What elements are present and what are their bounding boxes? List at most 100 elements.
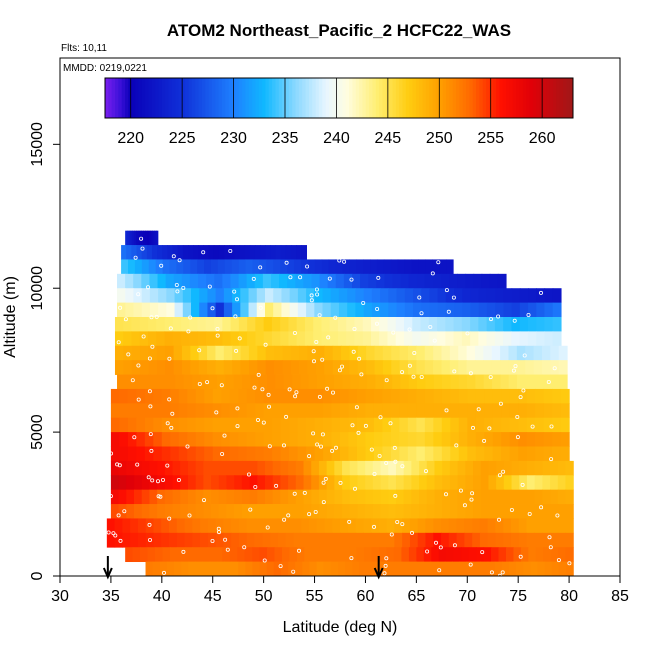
heatmap-cell [326,504,335,519]
heatmap-cell [345,561,353,577]
sample-marker [136,363,141,368]
colorbar-segment [482,78,487,118]
heatmap-cell [461,317,471,332]
heatmap-cell [319,547,328,563]
heatmap-cell [431,547,440,563]
sample-marker [480,550,485,555]
sample-marker [552,366,557,371]
heatmap-cell [416,547,425,563]
heatmap-cell [281,547,291,563]
heatmap-cell [114,360,124,375]
heatmap-cell [166,288,176,304]
heatmap-cell [516,360,526,375]
heatmap-cell [134,489,143,505]
heatmap-cell [304,331,314,347]
sample-marker [407,327,412,332]
dates-label: MMDD: 0219,0221 [63,63,147,74]
sample-marker [265,525,270,530]
sample-marker [539,290,544,295]
colorbar-segment [419,78,424,118]
heatmap-cell [148,230,152,246]
heatmap-cell [303,460,312,476]
colorbar-segment [171,78,176,118]
heatmap-cell [557,504,567,519]
heatmap-cell [536,317,546,332]
heatmap-cell [535,403,545,419]
heatmap-cell [257,475,266,491]
sample-marker [487,426,492,431]
heatmap-cell [267,547,276,563]
heatmap-cell [543,547,552,563]
heatmap-cell [348,432,358,447]
heatmap-cell [487,518,497,534]
sample-marker [165,463,170,468]
heatmap-cell [180,460,189,476]
heatmap-cell [164,317,174,332]
heatmap-cell [542,518,551,534]
sample-marker [146,475,151,480]
sample-marker [388,421,393,426]
heatmap-cell [480,460,490,476]
heatmap-cell [189,317,199,332]
heatmap-cell [256,302,266,318]
heatmap-cell [117,302,126,318]
heatmap-cell [560,446,570,462]
heatmap-cell [119,417,129,433]
heatmap-cell [475,446,485,462]
heatmap-cell [371,288,381,304]
sample-marker [567,561,572,566]
heatmap-cell [472,518,481,534]
heatmap-cell [372,460,382,476]
sample-marker [309,293,314,298]
heatmap-cell [549,532,559,548]
chart-title: ATOM2 Northeast_Pacific_2 HCFC22_WAS [167,21,511,40]
heatmap-cell [149,489,158,505]
heatmap-cell [365,417,375,433]
heatmap-cell [550,504,559,519]
colorbar-tick-label: 255 [477,130,504,147]
heatmap-cell [215,532,225,548]
heatmap-cell [246,273,256,289]
heatmap-cell [192,374,201,390]
heatmap-cell [161,403,171,419]
heatmap-cell [306,446,316,462]
sample-marker [419,311,424,316]
heatmap-cell [393,547,403,563]
heatmap-cell [399,403,409,419]
heatmap-cell [533,360,543,375]
heatmap-cell [161,388,171,404]
heatmap-cell [311,273,321,289]
sample-marker [260,387,265,392]
heatmap-cell [480,475,490,491]
heatmap-cell [295,273,304,289]
y-tick-label: 10000 [29,266,46,311]
heatmap-cell [407,432,417,447]
heatmap-cell [356,446,367,462]
heatmap-cell [411,259,420,275]
sample-marker [176,477,181,482]
heatmap-cell [110,489,120,505]
heatmap-cell [528,547,537,563]
heatmap-cell [255,417,265,433]
heatmap-cell [500,345,510,361]
heatmap-cell [110,432,120,447]
heatmap-cell [465,460,474,476]
heatmap-cell [348,446,358,462]
heatmap-cell [204,432,214,447]
heatmap-cell [338,302,348,318]
colorbar-segment [375,78,380,118]
heatmap-cell [272,403,282,419]
heatmap-cell [340,403,350,419]
heatmap-cell [424,432,434,447]
heatmap-cell [208,245,215,260]
heatmap-cell [536,302,546,318]
y-axis-label: Altitude (m) [2,276,19,358]
heatmap-cell [252,259,260,275]
sample-marker [315,442,320,447]
heatmap-cell [347,302,357,318]
heatmap-cell [416,432,426,447]
colorbar-segment [185,78,190,118]
heatmap-cell [118,475,127,491]
heatmap-cell [390,417,400,433]
heatmap-cell [281,302,291,318]
